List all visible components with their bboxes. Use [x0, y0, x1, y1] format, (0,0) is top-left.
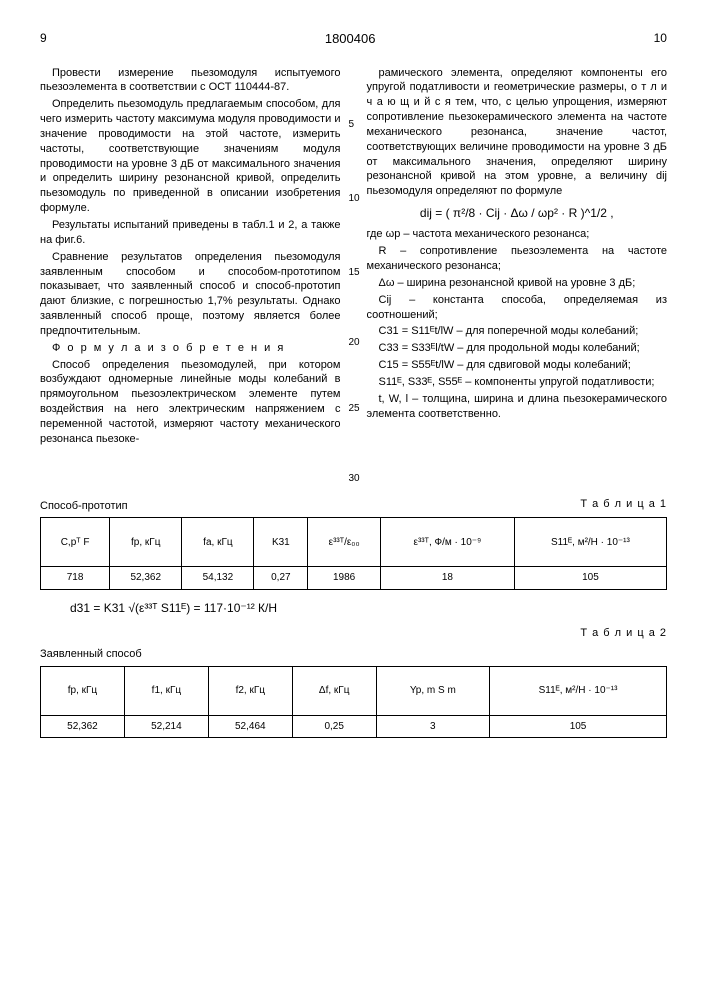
para-l2: Определить пьезомодуль предлагаемым спос…	[40, 97, 341, 216]
line-num-25: 25	[349, 402, 360, 416]
t2-h3: Δf, кГц	[292, 666, 376, 715]
table1-header-row: C,pᵀ F fp, кГц fa, кГц K31 ε³³ᵀ/ε₀₀ ε³³ᵀ…	[41, 518, 667, 567]
formula-title: Ф о р м у л а и з о б р е т е н и я	[40, 341, 341, 356]
formula-dij: dij = ( π²/8 · Cij · Δω / ωp² · R )^1/2 …	[367, 205, 668, 221]
table1-data-row: 718 52,362 54,132 0,27 1986 18 105	[41, 567, 667, 590]
line-num-20: 20	[349, 336, 360, 350]
table-1: C,pᵀ F fp, кГц fa, кГц K31 ε³³ᵀ/ε₀₀ ε³³ᵀ…	[40, 517, 667, 590]
para-r9: S11ᴱ, S33ᴱ, S55ᴱ – компоненты упругой по…	[367, 375, 668, 390]
t1-h3: K31	[254, 518, 308, 567]
line-num-10: 10	[349, 192, 360, 206]
t1-h0: C,pᵀ F	[41, 518, 110, 567]
t1-h4: ε³³ᵀ/ε₀₀	[308, 518, 381, 567]
t2-c1: 52,214	[124, 715, 208, 738]
t1-c6: 105	[514, 567, 666, 590]
t2-c2: 52,464	[208, 715, 292, 738]
t1-h5: ε³³ᵀ, Ф/м · 10⁻⁹	[381, 518, 515, 567]
t2-h5: S11ᴱ, м²/Н · 10⁻¹³	[490, 666, 667, 715]
table1-caption-left: Способ-прототип	[40, 499, 128, 514]
para-r7: C33 = S33ᴱl/tW – для продольной моды кол…	[367, 341, 668, 356]
t1-h6: S11ᴱ, м²/Н · 10⁻¹³	[514, 518, 666, 567]
table2-header-row: fp, кГц f1, кГц f2, кГц Δf, кГц Yp, m S …	[41, 666, 667, 715]
table2-data-row: 52,362 52,214 52,464 0,25 3 105	[41, 715, 667, 738]
para-r1: рамического элемента, определяют компоне…	[367, 66, 668, 200]
line-num-5: 5	[349, 118, 355, 132]
para-r10: t, W, l – толщина, ширина и длина пьезок…	[367, 392, 668, 422]
para-r5: Cij – константа способа, определяемая из…	[367, 293, 668, 323]
page-header: 9 1800406 10	[40, 30, 667, 48]
para-l6: Способ определения пьезомодулей, при кот…	[40, 358, 341, 447]
para-r8: C15 = S55ᴱt/lW – для сдвиговой моды коле…	[367, 358, 668, 373]
t1-c5: 18	[381, 567, 515, 590]
t1-c3: 0,27	[254, 567, 308, 590]
table1-caption-right: Т а б л и ц а 1	[580, 497, 667, 512]
para-l4: Сравнение результатов определения пьезом…	[40, 250, 341, 339]
t2-h2: f2, кГц	[208, 666, 292, 715]
line-num-15: 15	[349, 266, 360, 280]
left-column: Провести измерение пьезомодуля испытуемо…	[40, 66, 341, 449]
text-columns: Провести измерение пьезомодуля испытуемо…	[40, 66, 667, 449]
para-l1: Провести измерение пьезомодуля испытуемо…	[40, 66, 341, 96]
formula-d31: d31 = K31 √(ε³³ᵀ S11ᴱ) = 117·10⁻¹² К/Н	[70, 600, 667, 616]
line-num-30: 30	[349, 472, 360, 486]
t2-c3: 0,25	[292, 715, 376, 738]
para-r3: R – сопротивление пьезоэлемента на часто…	[367, 244, 668, 274]
table-2: fp, кГц f1, кГц f2, кГц Δf, кГц Yp, m S …	[40, 666, 667, 739]
t1-h1: fp, кГц	[110, 518, 182, 567]
table2-caption-right: Т а б л и ц а 2	[40, 626, 667, 641]
t1-c4: 1986	[308, 567, 381, 590]
t2-h1: f1, кГц	[124, 666, 208, 715]
t1-c1: 52,362	[110, 567, 182, 590]
page-number-right: 10	[654, 30, 667, 48]
para-r6: C31 = S11ᴱt/lW – для поперечной моды кол…	[367, 324, 668, 339]
para-r4: Δω – ширина резонансной кривой на уровне…	[367, 276, 668, 291]
page-number-left: 9	[40, 30, 47, 48]
document-number: 1800406	[325, 30, 376, 48]
t1-c0: 718	[41, 567, 110, 590]
para-r2: где ωp – частота механического резонанса…	[367, 227, 668, 242]
t2-c0: 52,362	[41, 715, 125, 738]
t2-h4: Yp, m S m	[376, 666, 489, 715]
t1-c2: 54,132	[182, 567, 254, 590]
t2-c4: 3	[376, 715, 489, 738]
t1-h2: fa, кГц	[182, 518, 254, 567]
para-l3: Результаты испытаний приведены в табл.1 …	[40, 218, 341, 248]
table2-caption-left: Заявленный способ	[40, 647, 667, 662]
right-column: 5 10 15 20 25 30 рамического элемента, о…	[353, 66, 668, 449]
t2-h0: fp, кГц	[41, 666, 125, 715]
t2-c5: 105	[490, 715, 667, 738]
